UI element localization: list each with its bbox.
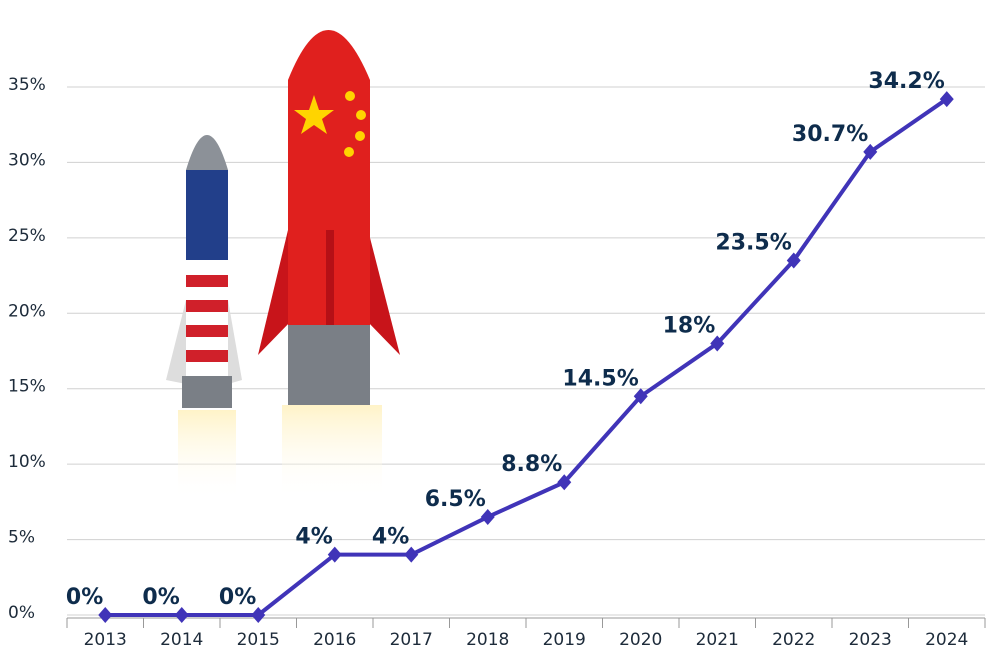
data-label: 14.5% [562, 366, 638, 391]
y-tick-label: 25% [8, 226, 46, 246]
data-point [480, 508, 495, 525]
x-tick-label: 2013 [84, 630, 127, 650]
data-label: 4% [295, 525, 332, 550]
data-point [251, 607, 266, 623]
usa-rocket [166, 135, 242, 500]
x-tick-label: 2019 [543, 630, 586, 650]
x-tick-label: 2022 [772, 630, 815, 650]
y-tick-label: 0% [8, 603, 35, 623]
x-tick-label: 2017 [390, 630, 433, 650]
data-label: 0% [142, 585, 179, 610]
x-tick-label: 2024 [925, 630, 968, 650]
data-point [633, 388, 648, 405]
data-point [863, 143, 878, 160]
data-label: 0% [66, 585, 103, 610]
x-tick-label: 2021 [696, 630, 739, 650]
data-point [327, 546, 342, 563]
data-point [786, 252, 801, 269]
y-tick-label: 20% [8, 301, 46, 321]
x-tick-label: 2015 [237, 630, 280, 650]
data-line [105, 97, 948, 617]
data-label: 23.5% [715, 230, 791, 255]
china-rocket [258, 30, 400, 500]
y-tick-label: 30% [8, 150, 46, 170]
data-label: 4% [372, 525, 409, 550]
data-point [557, 474, 572, 491]
data-point [404, 546, 419, 563]
x-tick-label: 2023 [849, 630, 892, 650]
data-point [939, 91, 954, 108]
data-label: 34.2% [868, 69, 944, 94]
data-point [710, 335, 725, 352]
x-tick-label: 2020 [619, 630, 662, 650]
data-label: 0% [219, 585, 256, 610]
x-tick-label: 2014 [160, 630, 203, 650]
data-label: 8.8% [501, 452, 562, 477]
data-label: 30.7% [792, 122, 868, 147]
x-tick-label: 2016 [313, 630, 356, 650]
data-label: 6.5% [425, 487, 486, 512]
data-point [174, 607, 189, 623]
y-tick-label: 15% [8, 377, 46, 397]
data-point [98, 607, 113, 623]
data-label: 18% [663, 313, 716, 338]
x-tick-label: 2018 [466, 630, 509, 650]
y-tick-label: 10% [8, 452, 46, 472]
y-tick-label: 5% [8, 528, 35, 548]
y-tick-label: 35% [8, 75, 46, 95]
